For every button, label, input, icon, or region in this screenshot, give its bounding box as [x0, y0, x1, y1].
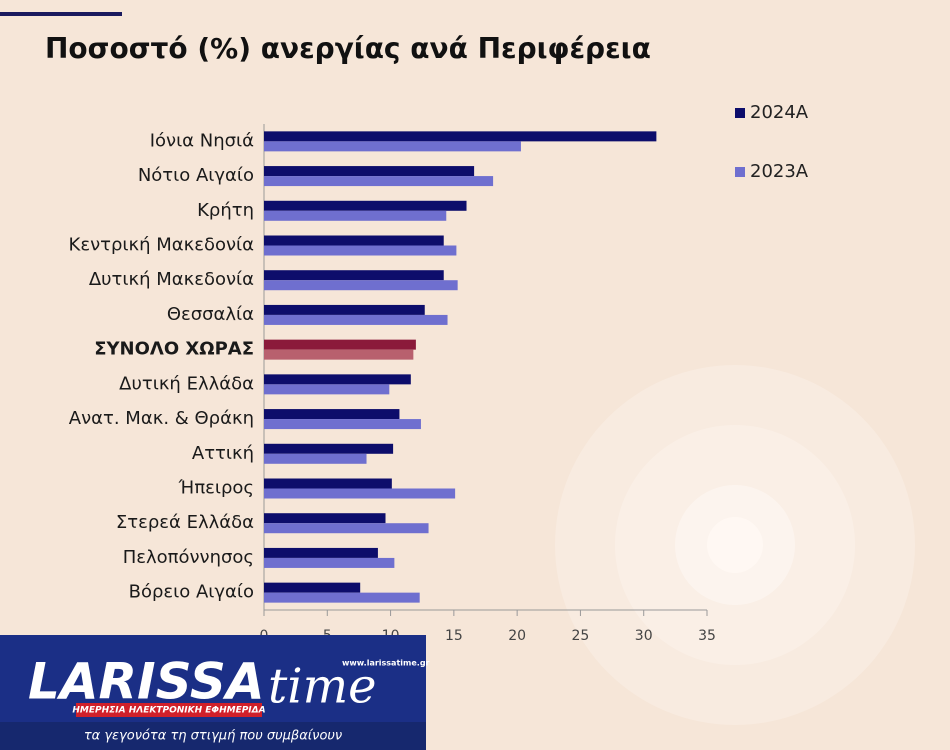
logo-url: www.larissatime.gr [342, 659, 430, 668]
decor-circle [707, 517, 763, 573]
bar [264, 270, 444, 281]
chart-title: Ποσοστό (%) ανεργίας ανά Περιφέρεια [45, 32, 651, 65]
y-tick-label: Δυτική Μακεδονία [89, 269, 254, 290]
y-tick-label: Θεσσαλία [167, 304, 254, 325]
bar [264, 547, 378, 558]
bar [264, 488, 456, 499]
y-tick-label: Ήπειρος [178, 478, 254, 499]
legend-label: 2024A [750, 102, 809, 123]
x-tick-label: 35 [698, 628, 716, 644]
logo: LARISSA time www.larissatime.gr ΗΜΕΡΗΣΙΑ… [0, 635, 430, 750]
bar [264, 592, 420, 603]
x-tick-label: 15 [445, 628, 463, 644]
y-tick-label: Κρήτη [197, 200, 254, 221]
y-tick-label: ΣΥΝΟΛΟ ΧΩΡΑΣ [94, 339, 254, 360]
bar [264, 453, 367, 464]
y-tick-label: Δυτική Ελλάδα [119, 373, 254, 394]
x-tick-label: 25 [572, 628, 590, 644]
y-tick-label: Στερεά Ελλάδα [116, 512, 254, 533]
logo-tag-bg [76, 703, 262, 717]
bar [264, 280, 458, 291]
bar [264, 235, 444, 246]
legend-swatch [735, 167, 745, 177]
bar [264, 349, 414, 360]
bar [264, 176, 494, 187]
legend-label: 2023A [750, 161, 809, 182]
logo-band [0, 722, 426, 750]
bar [264, 419, 421, 430]
bar [264, 304, 425, 315]
logo-main: LARISSA [28, 653, 265, 711]
bar [264, 210, 447, 221]
bar [264, 339, 416, 350]
bar [264, 443, 394, 454]
bar [264, 409, 400, 420]
y-tick-label: Αττική [192, 443, 254, 464]
bar [264, 314, 448, 325]
x-tick-label: 20 [508, 628, 526, 644]
y-tick-label: Κεντρική Μακεδονία [69, 235, 254, 256]
bar [264, 141, 521, 152]
bar [264, 374, 411, 385]
y-tick-label: Πελοπόννησος [123, 547, 254, 568]
bar [264, 131, 657, 142]
bar [264, 513, 386, 524]
bar [264, 523, 429, 534]
bar [264, 384, 390, 395]
bar [264, 557, 395, 568]
title-rule [0, 12, 122, 16]
y-tick-label: Νότιο Αιγαίο [138, 165, 254, 186]
logo-slogan: τα γεγονότα τη στιγμή που συμβαίνουν [84, 729, 342, 744]
logo-accent: time [268, 659, 377, 715]
bar [264, 200, 467, 211]
bar [264, 245, 457, 256]
bar [264, 166, 475, 177]
logo-tagline: ΗΜΕΡΗΣΙΑ ΗΛΕΚΤΡΟΝΙΚΗ ΕΦΗΜΕΡΙΔΑ [72, 706, 265, 716]
x-tick-label: 30 [635, 628, 653, 644]
y-tick-label: Ιόνια Νησιά [150, 130, 254, 151]
y-tick-label: Ανατ. Μακ. & Θράκη [69, 408, 254, 429]
bar [264, 582, 361, 593]
bar [264, 478, 392, 489]
y-tick-label: Βόρειο Αιγαίο [129, 582, 254, 603]
legend-swatch [735, 108, 745, 118]
